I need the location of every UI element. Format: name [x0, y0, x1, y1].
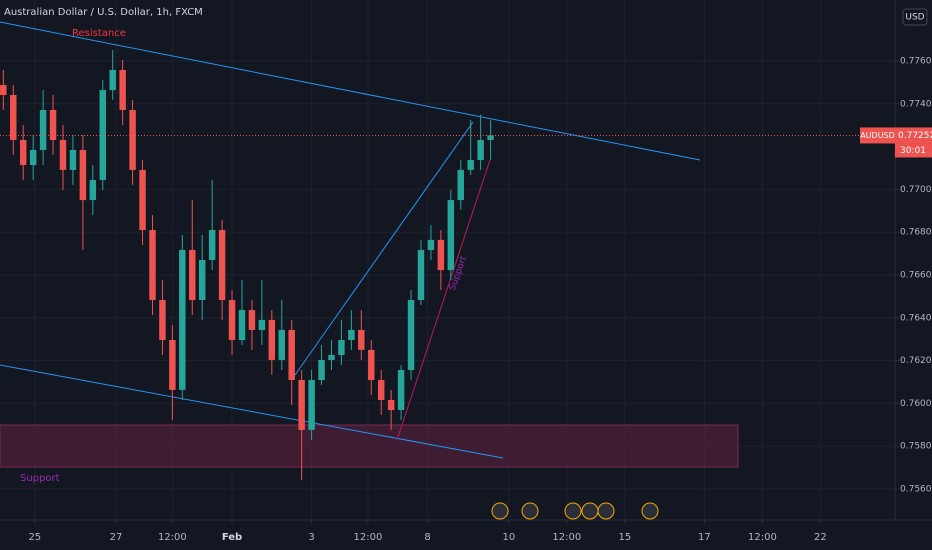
countdown: 30:01 — [900, 146, 926, 156]
candle-body — [119, 69, 126, 110]
candle-body — [258, 319, 266, 330]
channel-lower-line — [0, 364, 504, 459]
candle-body — [288, 329, 295, 381]
event-icon — [641, 502, 659, 520]
price-label: 0.77252 — [898, 131, 932, 141]
candle-body — [69, 150, 77, 170]
candle-body — [308, 380, 315, 430]
candle-body — [238, 310, 246, 341]
price-label-box — [895, 127, 932, 144]
candle-body — [109, 69, 116, 91]
x-tick-label: 12:00 — [748, 532, 777, 543]
annotation: Resistance — [72, 28, 126, 39]
x-tick-label: 27 — [110, 532, 123, 543]
candle-body — [318, 359, 325, 381]
x-tick-label: 12:00 — [158, 532, 187, 543]
event-icon — [521, 502, 539, 520]
candle-body — [159, 300, 166, 341]
symbol-label-box — [860, 127, 895, 144]
support-zone — [0, 424, 739, 468]
x-tick-label: 8 — [424, 532, 430, 543]
candle-body — [377, 380, 385, 400]
candle-body — [417, 249, 425, 301]
candle-body — [338, 340, 345, 356]
candle-body — [218, 230, 226, 301]
candle-body — [358, 329, 365, 350]
candle-body — [198, 260, 206, 301]
candle-body — [139, 169, 146, 231]
candle-body — [89, 179, 97, 201]
x-tick-label: 12:00 — [354, 532, 383, 543]
candle-body — [298, 380, 305, 430]
event-icon — [597, 502, 615, 520]
last-price: AUDUSD 0.77252 30:01 — [0, 127, 932, 158]
candle-body — [129, 109, 136, 170]
candle-body — [368, 349, 375, 381]
candle-body — [39, 109, 47, 151]
x-tick-label: 3 — [308, 532, 314, 543]
event-icons — [491, 502, 659, 520]
y-tick-label: 0.75600 — [900, 484, 932, 494]
resistance-line — [0, 21, 701, 161]
x-tick-label: 12:00 — [552, 532, 581, 543]
event-icon — [581, 502, 599, 520]
candle-body — [149, 230, 156, 301]
chart-title: Australian Dollar / U.S. Dollar, 1h, FXC… — [4, 7, 203, 18]
candle-body — [328, 355, 335, 360]
candle-body — [467, 160, 474, 170]
candle-body — [228, 300, 236, 341]
candle-body — [387, 399, 395, 411]
candle-body — [19, 139, 27, 165]
x-tick-label: 22 — [814, 532, 827, 543]
candle-body — [29, 150, 37, 165]
candle-body — [457, 169, 464, 201]
candle-body — [79, 150, 87, 201]
candle-body — [407, 300, 415, 370]
candle-body — [268, 319, 276, 360]
candle-body — [189, 249, 196, 301]
candle-body — [447, 200, 455, 271]
candle-body — [10, 95, 17, 140]
x-tick-label: Feb — [222, 532, 242, 543]
annotation: Support — [20, 473, 60, 484]
candle-body — [348, 329, 355, 341]
candle-body — [477, 139, 484, 161]
event-icon — [564, 502, 582, 520]
candle-body — [427, 239, 435, 250]
candle-body — [437, 239, 445, 271]
x-tick-label: 17 — [698, 532, 711, 543]
countdown-box — [895, 143, 932, 158]
candle-body — [397, 369, 405, 411]
candle-body — [179, 249, 186, 390]
x-tick-label: 25 — [28, 532, 41, 543]
symbol-label: AUDUSD — [860, 131, 895, 140]
candle-body — [487, 135, 494, 140]
candle-body — [0, 84, 7, 96]
rising-line — [294, 121, 474, 376]
candle-body — [278, 329, 285, 360]
support-line — [396, 159, 491, 441]
candle-body — [59, 139, 67, 170]
x-tick-label: 10 — [502, 532, 515, 543]
candle-body — [169, 340, 176, 390]
x-tick-label: 15 — [618, 532, 631, 543]
candle-body — [208, 230, 216, 260]
event-icon — [491, 502, 509, 520]
candle-body — [49, 109, 57, 140]
currency-box — [902, 8, 928, 26]
candle-body — [248, 310, 256, 330]
currency: USD — [905, 13, 924, 23]
